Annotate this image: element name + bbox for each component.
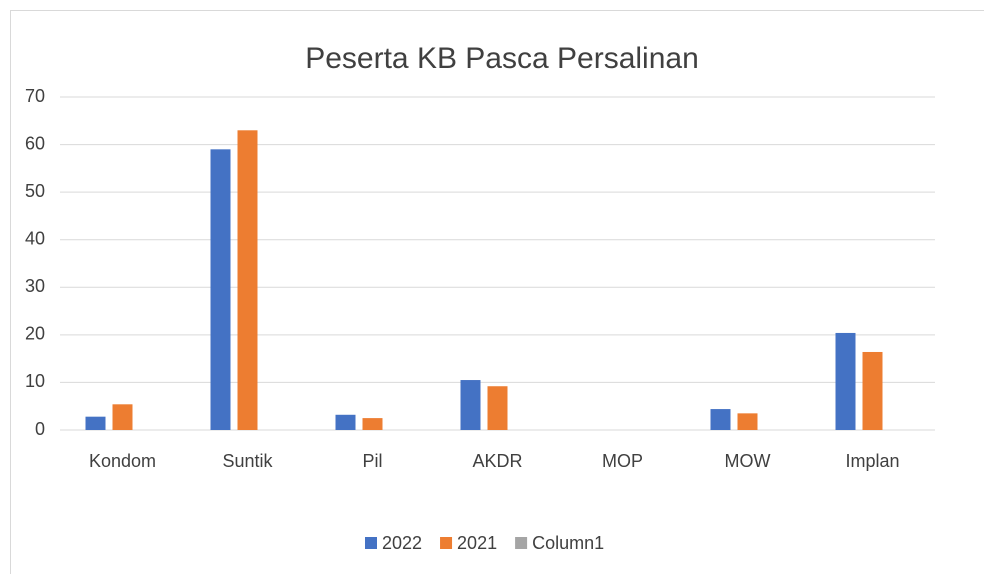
y-tick-label: 30	[25, 276, 45, 296]
legend-swatch	[515, 537, 527, 549]
bar	[863, 352, 883, 430]
legend-swatch	[365, 537, 377, 549]
bar	[363, 418, 383, 430]
y-tick-label: 40	[25, 228, 45, 248]
chart-title: Peserta KB Pasca Persalinan	[305, 42, 699, 75]
legend-swatch	[440, 537, 452, 549]
x-tick-label: MOW	[725, 451, 771, 471]
y-tick-label: 20	[25, 324, 45, 344]
chart-border	[11, 11, 984, 575]
legend-label: 2022	[382, 533, 422, 553]
x-tick-label: MOP	[602, 451, 643, 471]
bar	[113, 404, 133, 430]
x-tick-label: AKDR	[472, 451, 522, 471]
bar	[711, 409, 731, 430]
y-tick-label: 70	[25, 86, 45, 106]
legend-label: Column1	[532, 533, 604, 553]
y-tick-label: 60	[25, 133, 45, 153]
bar	[738, 413, 758, 430]
y-tick-label: 10	[25, 371, 45, 391]
x-tick-label: Implan	[845, 451, 899, 471]
bar	[86, 417, 106, 430]
bar	[238, 130, 258, 430]
bar	[461, 380, 481, 430]
bar	[211, 149, 231, 430]
x-tick-label: Kondom	[89, 451, 156, 471]
bar	[336, 415, 356, 430]
y-tick-label: 0	[35, 419, 45, 439]
x-tick-label: Suntik	[222, 451, 273, 471]
legend-label: 2021	[457, 533, 497, 553]
y-tick-label: 50	[25, 181, 45, 201]
bar	[836, 333, 856, 430]
x-tick-label: Pil	[362, 451, 382, 471]
bar	[488, 386, 508, 430]
